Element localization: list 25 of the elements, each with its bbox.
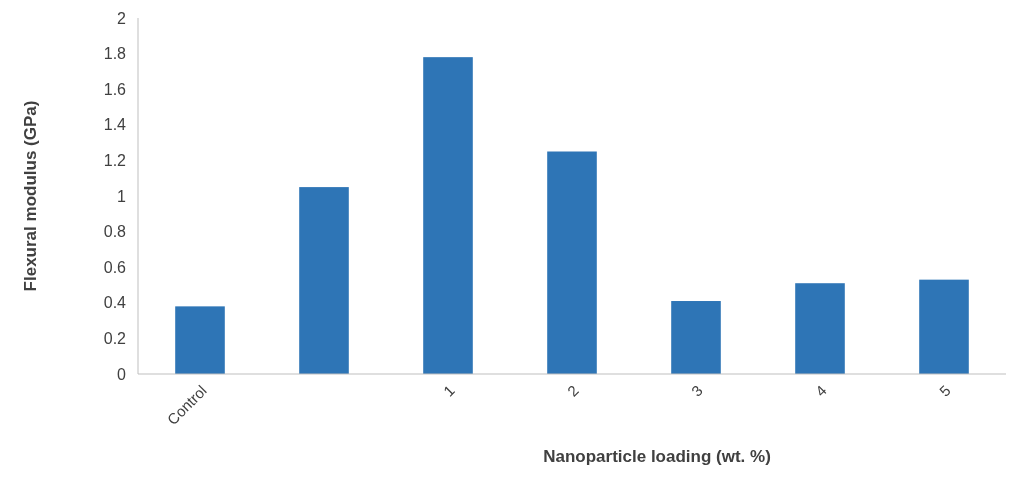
y-tick-label: 1.6 — [103, 80, 127, 98]
y-tick-label: 0 — [117, 365, 127, 383]
x-tick-label: 5 — [935, 381, 954, 400]
x-tick-label: 3 — [687, 381, 706, 400]
x-tick-label: 4 — [811, 381, 830, 400]
bar — [671, 301, 721, 374]
y-tick-label: 2 — [117, 9, 127, 27]
y-axis-title: Flexural modulus (GPa) — [21, 100, 40, 292]
y-tick-label: 0.8 — [103, 223, 127, 241]
y-tick-label: 1.2 — [103, 152, 127, 169]
bar — [919, 279, 969, 374]
y-tick-label: 1.8 — [103, 45, 127, 63]
bar — [795, 283, 845, 374]
bar — [299, 187, 349, 374]
y-tick-label: 1.4 — [103, 116, 127, 134]
y-tick-label: 0.4 — [103, 294, 127, 312]
x-tick-label: 1 — [439, 381, 458, 400]
y-tick-label: 1 — [117, 187, 127, 205]
x-tick-label: 2 — [563, 381, 582, 400]
x-axis-title: Nanoparticle loading (wt. %) — [543, 447, 771, 466]
y-tick-label: 0.6 — [103, 258, 127, 276]
bar — [175, 306, 225, 374]
y-tick-label: 0.2 — [103, 330, 127, 347]
bar — [423, 57, 473, 374]
bar — [547, 151, 597, 374]
